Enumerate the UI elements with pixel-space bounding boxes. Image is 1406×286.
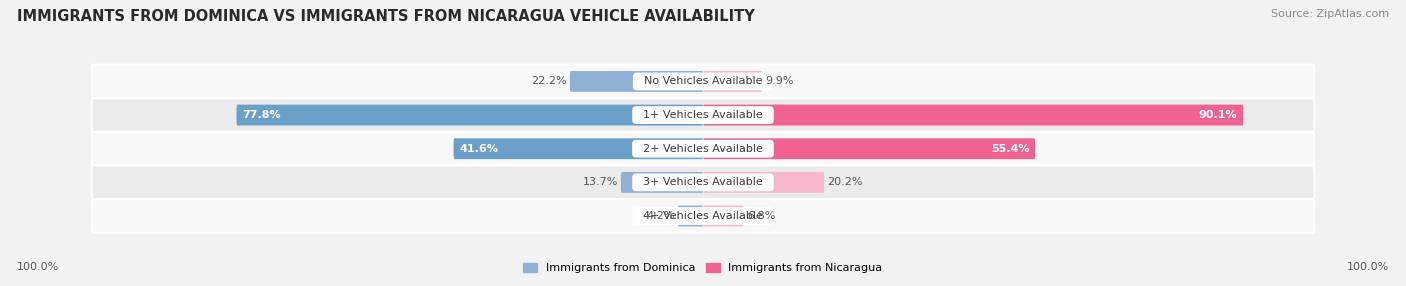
Text: 6.8%: 6.8% <box>747 211 775 221</box>
Text: 4.2%: 4.2% <box>647 211 675 221</box>
Text: 90.1%: 90.1% <box>1199 110 1237 120</box>
Text: 100.0%: 100.0% <box>17 262 59 272</box>
FancyBboxPatch shape <box>91 65 1315 98</box>
FancyBboxPatch shape <box>621 172 703 193</box>
FancyBboxPatch shape <box>678 206 703 227</box>
FancyBboxPatch shape <box>703 138 1035 159</box>
FancyBboxPatch shape <box>703 172 824 193</box>
FancyBboxPatch shape <box>703 71 762 92</box>
Legend: Immigrants from Dominica, Immigrants from Nicaragua: Immigrants from Dominica, Immigrants fro… <box>519 258 887 278</box>
Text: 9.9%: 9.9% <box>765 76 794 86</box>
Text: 55.4%: 55.4% <box>991 144 1029 154</box>
Text: No Vehicles Available: No Vehicles Available <box>637 76 769 86</box>
FancyBboxPatch shape <box>703 206 744 227</box>
FancyBboxPatch shape <box>703 105 1243 126</box>
Text: Source: ZipAtlas.com: Source: ZipAtlas.com <box>1271 9 1389 19</box>
FancyBboxPatch shape <box>91 132 1315 166</box>
FancyBboxPatch shape <box>91 98 1315 132</box>
Text: 100.0%: 100.0% <box>1347 262 1389 272</box>
Text: 22.2%: 22.2% <box>531 76 567 86</box>
Text: 4+ Vehicles Available: 4+ Vehicles Available <box>636 211 770 221</box>
FancyBboxPatch shape <box>569 71 703 92</box>
Text: 13.7%: 13.7% <box>582 177 617 187</box>
FancyBboxPatch shape <box>236 105 703 126</box>
Text: 3+ Vehicles Available: 3+ Vehicles Available <box>636 177 770 187</box>
Text: 20.2%: 20.2% <box>827 177 863 187</box>
Text: IMMIGRANTS FROM DOMINICA VS IMMIGRANTS FROM NICARAGUA VEHICLE AVAILABILITY: IMMIGRANTS FROM DOMINICA VS IMMIGRANTS F… <box>17 9 755 23</box>
FancyBboxPatch shape <box>91 199 1315 233</box>
FancyBboxPatch shape <box>454 138 703 159</box>
FancyBboxPatch shape <box>91 166 1315 199</box>
Text: 1+ Vehicles Available: 1+ Vehicles Available <box>636 110 770 120</box>
Text: 41.6%: 41.6% <box>460 144 499 154</box>
Text: 2+ Vehicles Available: 2+ Vehicles Available <box>636 144 770 154</box>
Text: 77.8%: 77.8% <box>242 110 281 120</box>
